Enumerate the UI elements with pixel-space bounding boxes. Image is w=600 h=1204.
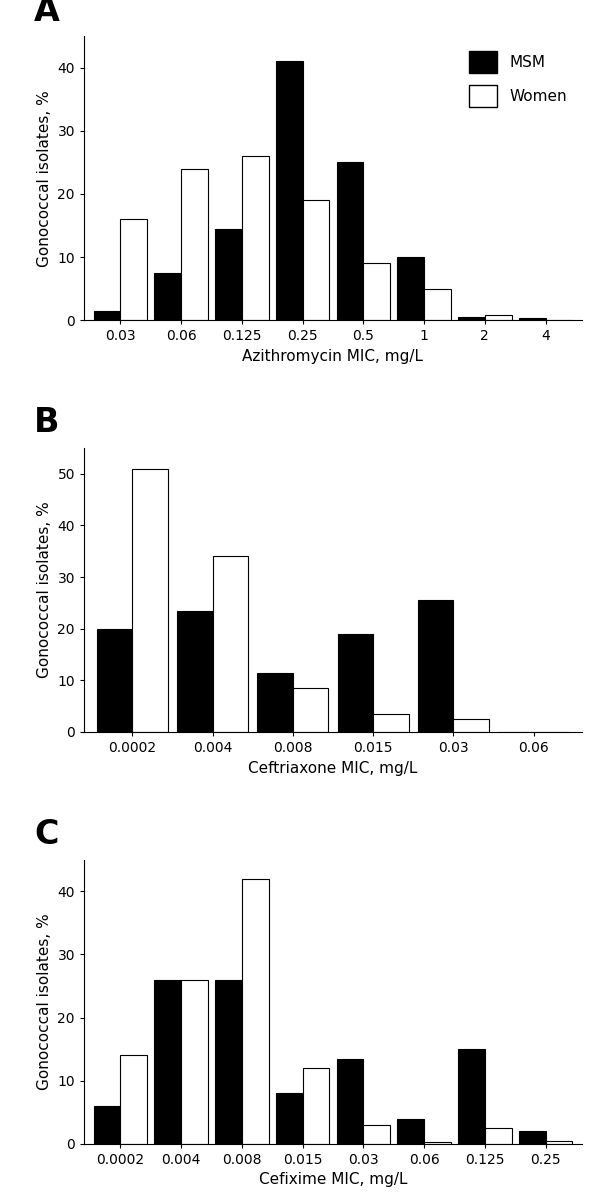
Y-axis label: Gonococcal isolates, %: Gonococcal isolates, %: [37, 502, 52, 678]
Bar: [424, 1141, 451, 1144]
Bar: [302, 1068, 329, 1144]
Bar: [364, 1125, 390, 1144]
Bar: [397, 256, 424, 320]
Bar: [212, 556, 248, 732]
Bar: [545, 1140, 572, 1144]
Bar: [454, 719, 489, 732]
Bar: [181, 169, 208, 320]
Bar: [94, 1106, 121, 1144]
Bar: [121, 219, 147, 320]
Bar: [397, 1119, 424, 1144]
Bar: [458, 1049, 485, 1144]
Text: A: A: [34, 0, 60, 28]
Bar: [276, 61, 302, 320]
Bar: [215, 229, 242, 320]
Bar: [373, 714, 409, 732]
Bar: [337, 163, 364, 320]
Bar: [154, 980, 181, 1144]
Bar: [338, 633, 373, 732]
X-axis label: Ceftriaxone MIC, mg/L: Ceftriaxone MIC, mg/L: [248, 761, 418, 775]
Bar: [418, 601, 454, 732]
Bar: [485, 315, 512, 320]
Bar: [242, 879, 269, 1144]
Bar: [94, 311, 121, 320]
Bar: [154, 273, 181, 320]
Bar: [519, 1132, 545, 1144]
Bar: [276, 1093, 302, 1144]
Bar: [364, 264, 390, 320]
Bar: [121, 1056, 147, 1144]
Bar: [177, 610, 212, 732]
Text: B: B: [34, 407, 60, 439]
Y-axis label: Gonococcal isolates, %: Gonococcal isolates, %: [37, 90, 52, 266]
Bar: [519, 318, 545, 320]
Bar: [181, 980, 208, 1144]
X-axis label: Cefixime MIC, mg/L: Cefixime MIC, mg/L: [259, 1173, 407, 1187]
X-axis label: Azithromycin MIC, mg/L: Azithromycin MIC, mg/L: [242, 349, 424, 364]
Bar: [242, 157, 269, 320]
Bar: [302, 200, 329, 320]
Bar: [132, 468, 167, 732]
Bar: [458, 317, 485, 320]
Bar: [215, 980, 242, 1144]
Text: C: C: [34, 819, 59, 851]
Bar: [337, 1058, 364, 1144]
Bar: [424, 289, 451, 320]
Bar: [257, 673, 293, 732]
Bar: [293, 687, 328, 732]
Bar: [485, 1128, 512, 1144]
Bar: [97, 628, 132, 732]
Y-axis label: Gonococcal isolates, %: Gonococcal isolates, %: [37, 914, 52, 1090]
Legend: MSM, Women: MSM, Women: [462, 43, 574, 114]
